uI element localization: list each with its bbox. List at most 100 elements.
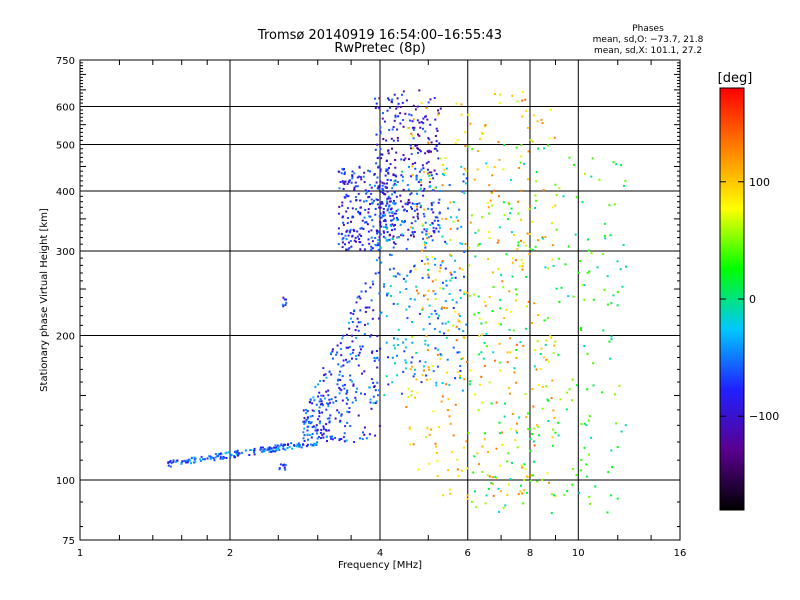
data-point xyxy=(571,483,574,486)
data-point xyxy=(437,230,440,233)
data-point xyxy=(358,233,361,236)
data-point xyxy=(516,248,519,251)
data-point xyxy=(463,291,466,293)
data-point xyxy=(303,422,306,425)
data-point xyxy=(325,429,328,432)
data-point xyxy=(344,425,347,428)
data-point xyxy=(360,226,363,229)
data-point xyxy=(440,307,443,310)
data-point xyxy=(167,461,170,464)
data-point xyxy=(359,213,362,216)
data-point xyxy=(408,165,410,168)
data-point xyxy=(515,146,518,149)
data-point xyxy=(386,190,389,193)
data-point xyxy=(414,268,417,271)
data-point xyxy=(341,399,344,402)
data-point xyxy=(411,120,414,123)
data-point xyxy=(430,428,432,431)
data-point xyxy=(318,391,321,394)
data-point xyxy=(362,175,365,178)
data-point xyxy=(447,398,450,401)
data-point xyxy=(515,349,518,351)
data-point xyxy=(409,193,412,196)
data-point xyxy=(382,191,384,194)
data-point xyxy=(318,415,321,418)
data-point xyxy=(180,462,183,465)
data-point xyxy=(426,150,429,153)
data-point xyxy=(486,165,489,168)
data-point xyxy=(612,161,615,164)
data-point xyxy=(285,298,287,301)
data-point xyxy=(345,238,348,241)
data-point xyxy=(407,188,410,191)
data-point xyxy=(443,332,445,335)
data-point xyxy=(327,389,330,392)
data-point xyxy=(412,443,415,446)
data-point xyxy=(416,203,419,205)
data-point xyxy=(547,420,550,422)
data-point xyxy=(529,205,531,208)
data-point xyxy=(410,336,413,338)
data-point xyxy=(312,396,315,399)
data-point xyxy=(521,90,524,93)
data-point xyxy=(319,437,322,440)
data-point xyxy=(358,241,361,243)
data-point xyxy=(328,421,331,424)
data-point xyxy=(441,261,444,264)
data-point xyxy=(339,421,341,423)
data-point xyxy=(408,113,411,116)
data-point xyxy=(369,203,371,206)
data-point xyxy=(319,420,321,423)
data-point xyxy=(456,371,459,374)
data-point xyxy=(520,155,523,158)
data-point xyxy=(327,429,330,432)
data-point xyxy=(367,230,370,233)
data-point xyxy=(376,366,379,369)
data-point xyxy=(397,102,400,105)
data-point xyxy=(183,460,186,463)
data-point xyxy=(369,401,372,404)
data-point xyxy=(378,389,380,392)
data-point xyxy=(437,112,440,115)
data-point xyxy=(443,174,445,177)
data-point xyxy=(583,345,586,347)
data-point xyxy=(431,280,434,283)
data-point xyxy=(532,405,535,408)
data-point xyxy=(373,199,375,202)
data-point xyxy=(488,184,491,187)
data-point xyxy=(402,188,405,191)
chart-subtitle: RwPretec (8p) xyxy=(334,41,425,56)
data-point xyxy=(351,175,354,178)
data-point xyxy=(428,181,431,184)
data-point xyxy=(297,442,300,445)
data-point xyxy=(616,497,619,500)
data-point xyxy=(400,158,403,161)
data-point xyxy=(293,444,296,447)
data-point xyxy=(396,374,399,377)
data-point xyxy=(535,368,538,371)
data-point xyxy=(436,474,439,477)
data-point xyxy=(167,464,170,467)
data-point xyxy=(316,432,318,435)
data-point xyxy=(498,342,501,345)
data-point xyxy=(441,322,444,325)
data-point xyxy=(622,244,625,246)
data-point xyxy=(306,429,309,432)
data-point xyxy=(421,374,424,377)
data-point xyxy=(552,264,555,267)
data-point xyxy=(374,357,377,360)
data-point xyxy=(550,397,553,399)
data-point xyxy=(416,391,419,394)
data-point xyxy=(438,190,441,192)
data-point xyxy=(463,378,466,381)
data-point xyxy=(355,199,358,202)
data-point xyxy=(225,457,228,459)
data-point xyxy=(320,394,323,397)
data-point xyxy=(345,230,348,233)
data-point xyxy=(387,171,390,174)
data-point xyxy=(346,183,349,185)
data-point xyxy=(432,229,435,232)
data-point xyxy=(423,215,426,218)
data-point xyxy=(505,253,508,256)
data-point xyxy=(219,457,222,460)
